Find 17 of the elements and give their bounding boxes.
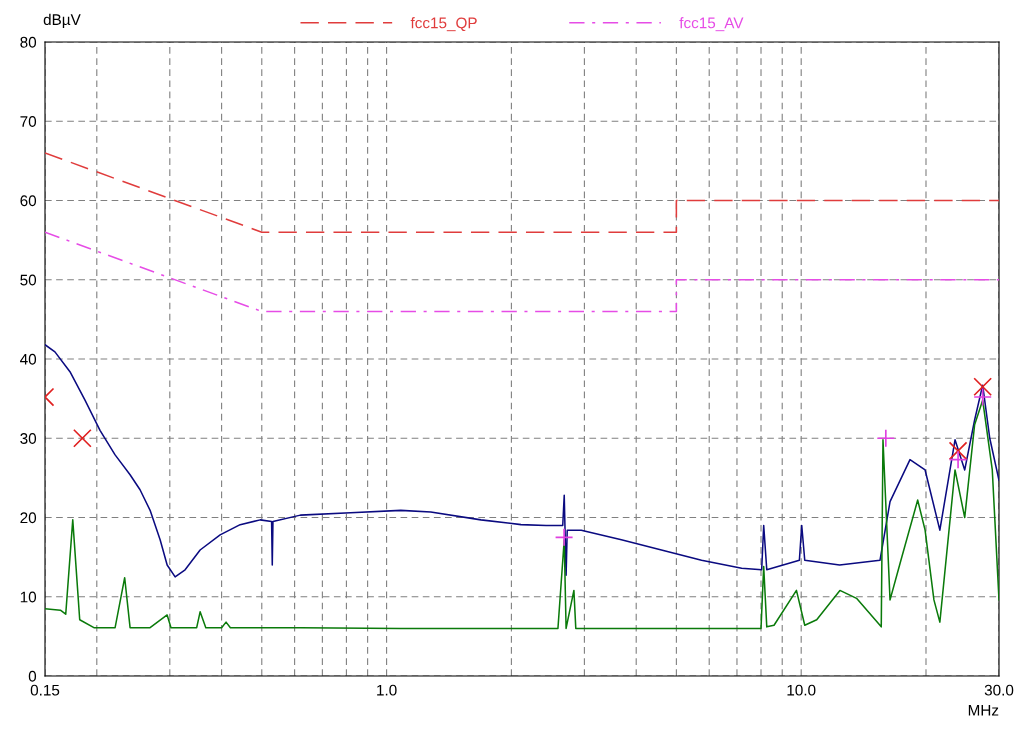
text: fcc15_AV bbox=[679, 17, 744, 32]
y-tick-label: 20 bbox=[20, 512, 37, 524]
x-tick-label: 10.0 bbox=[787, 684, 816, 696]
text: fcc15_QP bbox=[410, 17, 477, 32]
x-axis-title: MHz bbox=[968, 705, 999, 716]
y-tick-label: 50 bbox=[20, 274, 37, 286]
y-tick-label: 30 bbox=[20, 433, 37, 444]
y-tick-label: 0 bbox=[28, 670, 37, 682]
y-tick-label: 70 bbox=[20, 116, 37, 127]
y-axis-title: dBµV bbox=[43, 13, 81, 29]
y-tick-label: 10 bbox=[20, 591, 37, 603]
y-tick-label: 60 bbox=[20, 195, 37, 207]
y-tick-label: 40 bbox=[20, 353, 37, 365]
x-tick-label: 1.0 bbox=[377, 684, 397, 696]
x-tick-label: 0.15 bbox=[30, 684, 60, 696]
y-tick-label: 80 bbox=[20, 36, 37, 48]
x-tick-label: 30.0 bbox=[984, 684, 1014, 696]
